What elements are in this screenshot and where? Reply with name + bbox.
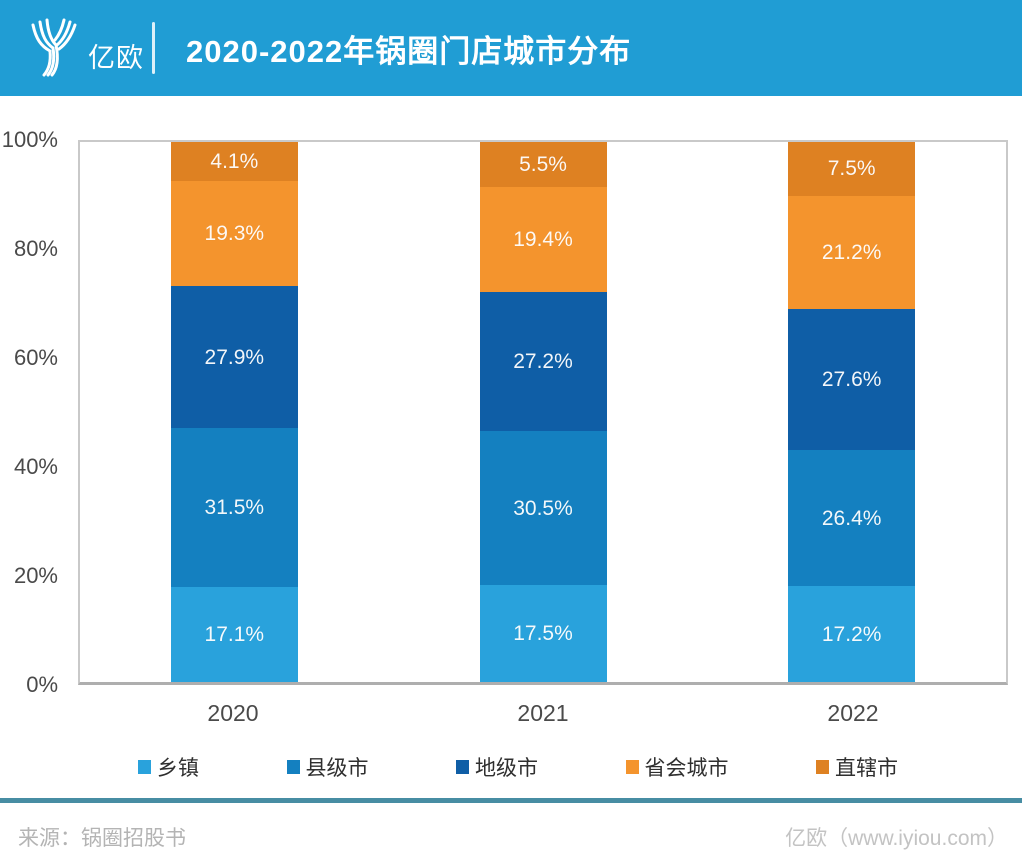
bar-segment-value: 26.4% — [821, 506, 882, 530]
x-tick-label: 2022 — [827, 700, 879, 726]
bar-segment-地级市: 27.2% — [479, 292, 607, 432]
bar-segment-value: 17.2% — [821, 622, 882, 646]
bar-segment-地级市: 27.6% — [788, 308, 916, 451]
credit-note: 亿欧（www.iyiou.com） — [785, 827, 1008, 850]
legend-label: 乡镇 — [157, 757, 199, 780]
bar-segment-乡镇: 17.5% — [479, 584, 607, 683]
y-tick-label: 80% — [13, 236, 58, 261]
bar-segment-乡镇: 17.2% — [788, 586, 916, 682]
chart-legend: 乡镇 县级市 地级市 省会城市 直辖市 — [138, 753, 898, 781]
stacked-bar-2022: 7.5% 21.2% 27.6% 26.4% 17.2% — [788, 142, 916, 682]
bar-segment-value: 19.4% — [513, 228, 573, 252]
bar-segment-直辖市: 7.5% — [788, 142, 916, 196]
bar-segment-乡镇: 17.1% — [170, 586, 298, 682]
legend-label: 县级市 — [305, 757, 369, 780]
y-tick-label: 60% — [13, 345, 58, 370]
footer-divider — [0, 798, 1022, 803]
bar-segment-直辖市: 5.5% — [479, 142, 607, 187]
x-tick-label: 2020 — [207, 700, 259, 726]
plot-area: 4.1% 19.3% 27.9% 31.5% 17.1% 5.5% 19.4% 27.2% 30… — [78, 140, 1008, 685]
bar-segment-value: 5.5% — [519, 152, 567, 176]
x-tick-label: 2021 — [517, 700, 569, 726]
yiou-logo-icon — [31, 18, 77, 77]
bar-segment-省会城市: 21.2% — [788, 195, 916, 309]
y-tick-label: 0% — [26, 672, 58, 697]
legend-label: 省会城市 — [644, 757, 729, 780]
legend-item-地级市: 地级市 — [456, 752, 538, 782]
legend-label: 地级市 — [475, 757, 538, 780]
bar-segment-直辖市: 4.1% — [170, 142, 298, 181]
bar-segment-省会城市: 19.3% — [170, 180, 298, 286]
header-banner: 亿欧 2020-2022年锅圈门店城市分布 — [0, 0, 1022, 96]
y-tick-label: 100% — [1, 127, 58, 152]
legend-item-直辖市: 直辖市 — [816, 752, 898, 782]
bar-segment-value: 30.5% — [513, 496, 573, 520]
stacked-bar-2020: 4.1% 19.3% 27.9% 31.5% 17.1% — [170, 142, 298, 682]
yiou-logo-text: 亿欧 — [88, 42, 144, 73]
bar-segment-value: 7.5% — [827, 157, 876, 181]
bar-segment-value: 27.6% — [821, 368, 882, 392]
legend-item-乡镇: 乡镇 — [138, 752, 199, 782]
bar-segment-value: 21.2% — [821, 240, 882, 264]
bar-segment-县级市: 26.4% — [788, 450, 916, 587]
y-tick-label: 40% — [13, 454, 58, 479]
y-axis: 100% 80% 60% 40% 20% 0% — [0, 127, 64, 697]
bar-segment-地级市: 27.9% — [170, 285, 298, 429]
legend-swatch-icon — [816, 760, 829, 774]
legend-swatch-icon — [625, 760, 639, 774]
bar-segment-value: 31.5% — [204, 495, 265, 519]
legend-swatch-icon — [138, 760, 151, 774]
legend-item-县级市: 县级市 — [286, 752, 369, 782]
bar-segment-县级市: 30.5% — [479, 431, 607, 585]
legend-swatch-icon — [286, 760, 300, 774]
yiou-logo: 亿欧 — [28, 16, 158, 80]
bar-segment-省会城市: 19.4% — [479, 186, 607, 293]
bar-segment-县级市: 31.5% — [170, 428, 298, 587]
legend-item-省会城市: 省会城市 — [625, 752, 729, 782]
x-axis: 2020 2021 2022 — [78, 700, 1008, 730]
source-note: 来源：锅圈招股书 — [18, 827, 186, 850]
bar-segment-value: 19.3% — [204, 221, 265, 245]
bar-segment-value: 27.9% — [204, 345, 265, 369]
legend-swatch-icon — [456, 760, 469, 774]
bar-segment-value: 17.5% — [513, 621, 573, 645]
bar-segment-value: 4.1% — [210, 149, 259, 173]
header-divider — [152, 22, 155, 74]
bar-segment-value: 17.1% — [204, 622, 265, 646]
bar-segment-value: 27.2% — [513, 350, 573, 374]
y-tick-label: 20% — [13, 563, 58, 588]
stacked-bar-2021: 5.5% 19.4% 27.2% 30.5% 17.5% — [479, 142, 607, 683]
legend-label: 直辖市 — [835, 757, 898, 780]
page-title: 2020-2022年锅圈门店城市分布 — [186, 33, 632, 69]
